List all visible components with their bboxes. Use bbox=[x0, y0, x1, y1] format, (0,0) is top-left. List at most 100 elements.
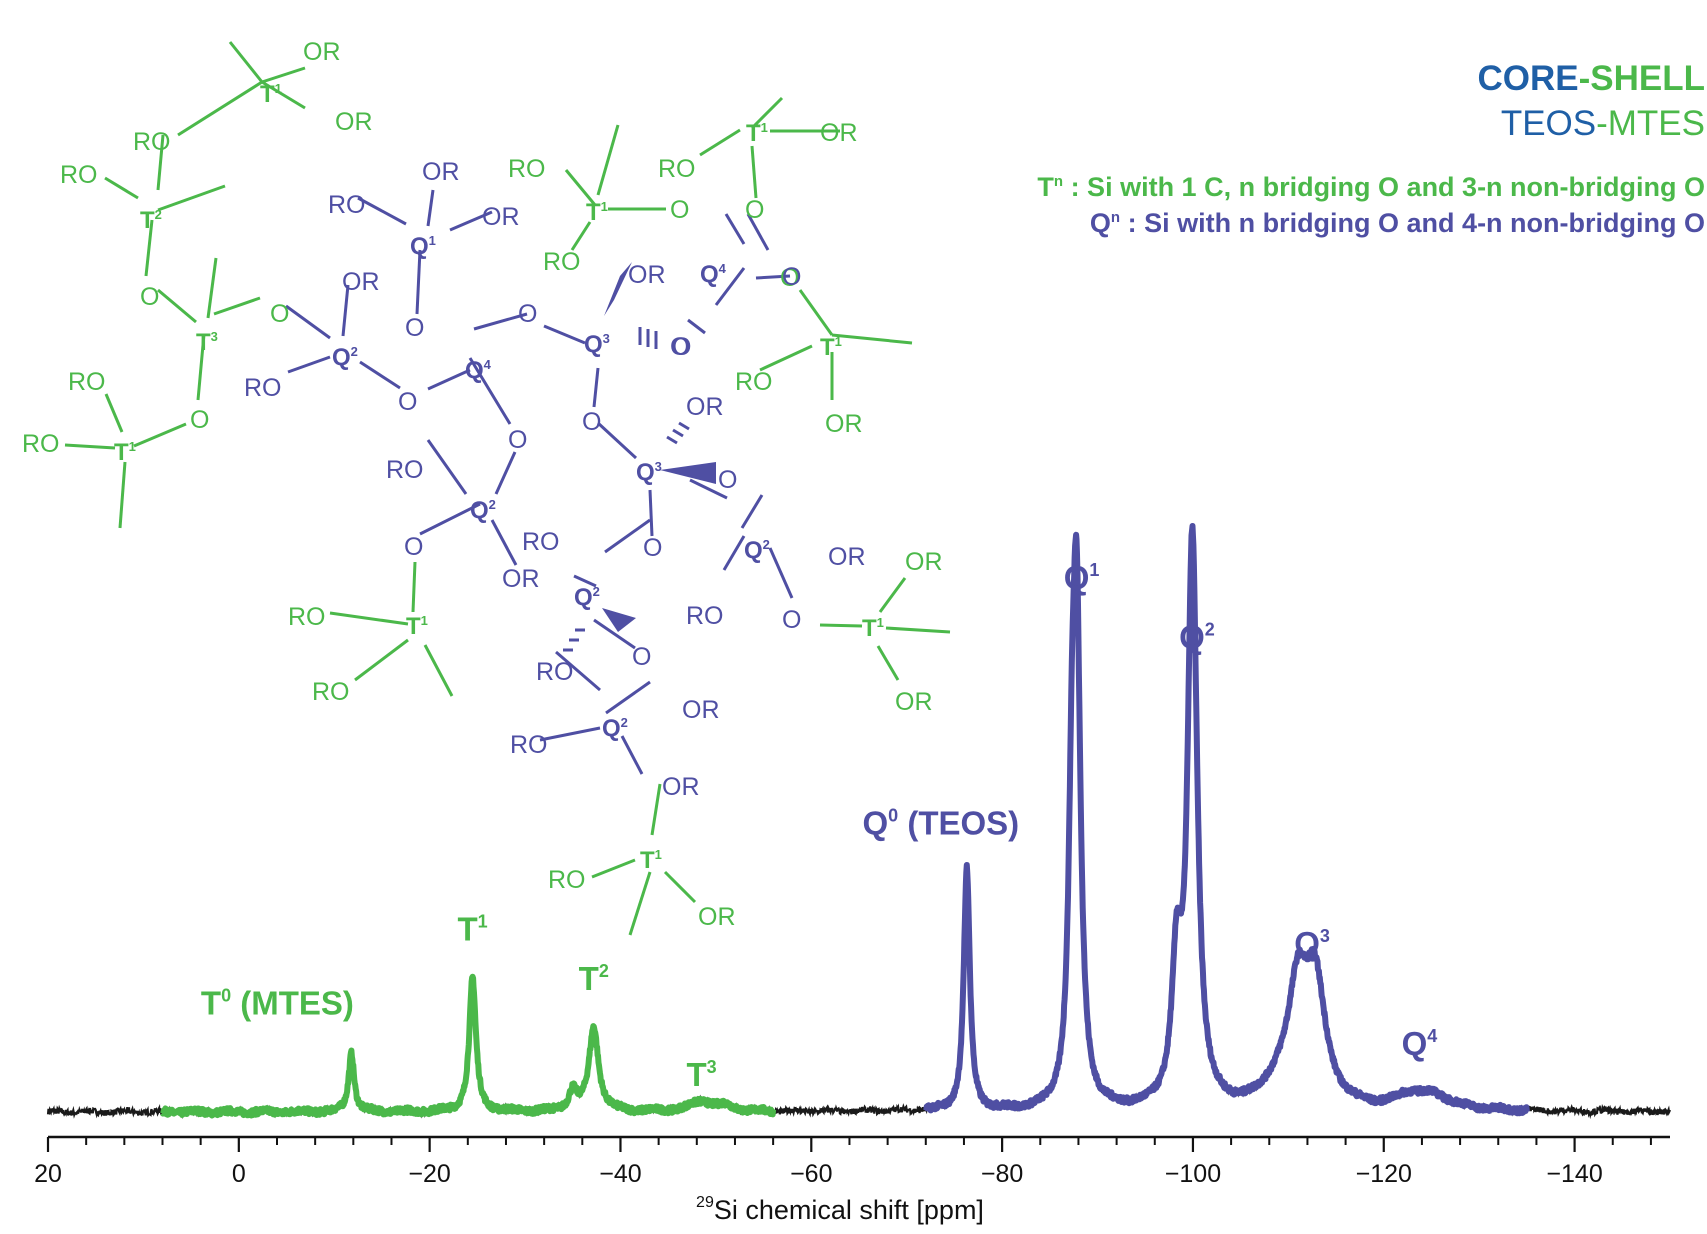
green-bond bbox=[798, 289, 834, 336]
green-bond bbox=[206, 257, 218, 319]
title: CORE-SHELL bbox=[1477, 59, 1705, 98]
green-bond bbox=[157, 288, 197, 324]
t-definition: Tn : Si with 1 C, n bridging O and 3-n n… bbox=[1037, 172, 1705, 202]
atom-t1: T1 bbox=[640, 847, 662, 874]
group-or: OR bbox=[662, 773, 700, 801]
atom-t1: T1 bbox=[862, 615, 884, 642]
blue-bond bbox=[359, 360, 401, 390]
subtitle: TEOS-MTES bbox=[1501, 104, 1705, 143]
atom-q4: Q4 bbox=[700, 261, 727, 288]
blue-bond bbox=[746, 213, 770, 251]
group-ro: RO bbox=[548, 866, 586, 894]
atom-o: O bbox=[745, 196, 764, 224]
peak-label-q3: Q3 bbox=[1294, 925, 1330, 962]
green-bond bbox=[261, 66, 306, 84]
atom-o: O bbox=[782, 606, 801, 634]
wedge-bond bbox=[602, 608, 636, 632]
blue-bond bbox=[605, 680, 651, 715]
group-or: OR bbox=[335, 108, 373, 136]
atom-t1: T1 bbox=[746, 120, 768, 147]
blue-bond bbox=[490, 519, 518, 566]
blue-bond bbox=[468, 357, 512, 425]
group-ro: RO bbox=[686, 602, 724, 630]
atom-q2: Q2 bbox=[332, 344, 358, 371]
x-axis: 20 0 −20 −40 −60 −80 −100 −120 −140 bbox=[34, 1135, 1670, 1188]
peak-label-q0: Q0 (TEOS) bbox=[862, 804, 1019, 841]
atom-o: O bbox=[582, 408, 601, 436]
hash-bond bbox=[666, 435, 678, 445]
green-bond bbox=[876, 645, 900, 681]
group-ro: RO bbox=[288, 603, 326, 631]
green-bond bbox=[261, 80, 306, 110]
x-tick-label: 0 bbox=[232, 1160, 246, 1188]
x-tick-label: −100 bbox=[1165, 1160, 1221, 1188]
peak-label-t1: T1 bbox=[457, 910, 487, 947]
group-or: OR bbox=[342, 268, 380, 296]
blue-bond bbox=[287, 355, 331, 374]
blue-bond bbox=[689, 478, 728, 500]
blue-bond bbox=[449, 210, 493, 232]
peak-label-t0: T0 (MTES) bbox=[201, 985, 354, 1022]
group-or: OR bbox=[905, 548, 943, 576]
blue-bond bbox=[415, 249, 422, 315]
atom-q2: Q2 bbox=[574, 584, 600, 611]
blue-bond bbox=[722, 535, 746, 571]
group-ro: RO bbox=[508, 155, 546, 183]
atom-q3: Q3 bbox=[584, 331, 610, 358]
atom-q1: Q1 bbox=[410, 233, 436, 260]
green-bond bbox=[144, 219, 154, 277]
atom-t2: T2 bbox=[140, 207, 162, 234]
atom-t1: T1 bbox=[820, 334, 842, 361]
group-or: OR bbox=[502, 565, 540, 593]
green-bond bbox=[570, 221, 592, 251]
hash-bond bbox=[672, 428, 684, 438]
green-bond bbox=[819, 623, 863, 628]
group-or: OR bbox=[482, 203, 520, 231]
group-or: OR bbox=[825, 410, 863, 438]
blue-bond bbox=[755, 274, 791, 280]
green-bond bbox=[650, 783, 662, 836]
atom-o: O bbox=[718, 466, 737, 494]
x-tick-label: −20 bbox=[408, 1160, 450, 1188]
blue-bond bbox=[473, 312, 528, 331]
green-bond bbox=[885, 626, 951, 634]
blue-bond bbox=[539, 726, 601, 742]
atom-o: O bbox=[780, 264, 799, 292]
nmr-spectrum bbox=[46, 523, 1672, 1120]
atom-t1: T1 bbox=[406, 613, 428, 640]
peak-label-q1: Q1 bbox=[1064, 559, 1100, 596]
blue-bond bbox=[687, 318, 706, 335]
group-or: OR bbox=[895, 688, 933, 716]
atom-o: O bbox=[398, 388, 417, 416]
blue-bonds bbox=[285, 189, 794, 775]
group-ro: RO bbox=[68, 368, 106, 396]
group-ro: RO bbox=[522, 528, 560, 556]
green-bond bbox=[329, 611, 409, 626]
green-bond bbox=[596, 124, 620, 196]
blue-bond bbox=[573, 574, 597, 588]
blue-bond bbox=[714, 267, 746, 306]
group-ro: RO bbox=[244, 374, 282, 402]
atom-o: O bbox=[405, 314, 424, 342]
blue-bond bbox=[426, 189, 435, 227]
wedge-bond bbox=[604, 262, 632, 316]
green-bond bbox=[564, 169, 597, 206]
atom-q2: Q2 bbox=[470, 497, 496, 524]
blue-bond bbox=[740, 494, 764, 529]
atom-q4: Q4 bbox=[465, 357, 492, 384]
green-bond bbox=[156, 134, 165, 191]
group-or: OR bbox=[686, 393, 724, 421]
group-or: OR bbox=[828, 543, 866, 571]
blue-bond bbox=[426, 439, 468, 495]
bond-lines bbox=[64, 41, 951, 936]
x-tick-label: −40 bbox=[599, 1160, 641, 1188]
spectrum-segment-blue bbox=[923, 523, 1530, 1117]
hash-bond bbox=[678, 421, 690, 431]
group-ro: RO bbox=[386, 456, 424, 484]
group-ro: RO bbox=[22, 430, 60, 458]
green-bond bbox=[354, 638, 409, 682]
x-tick-label: 20 bbox=[34, 1160, 62, 1188]
